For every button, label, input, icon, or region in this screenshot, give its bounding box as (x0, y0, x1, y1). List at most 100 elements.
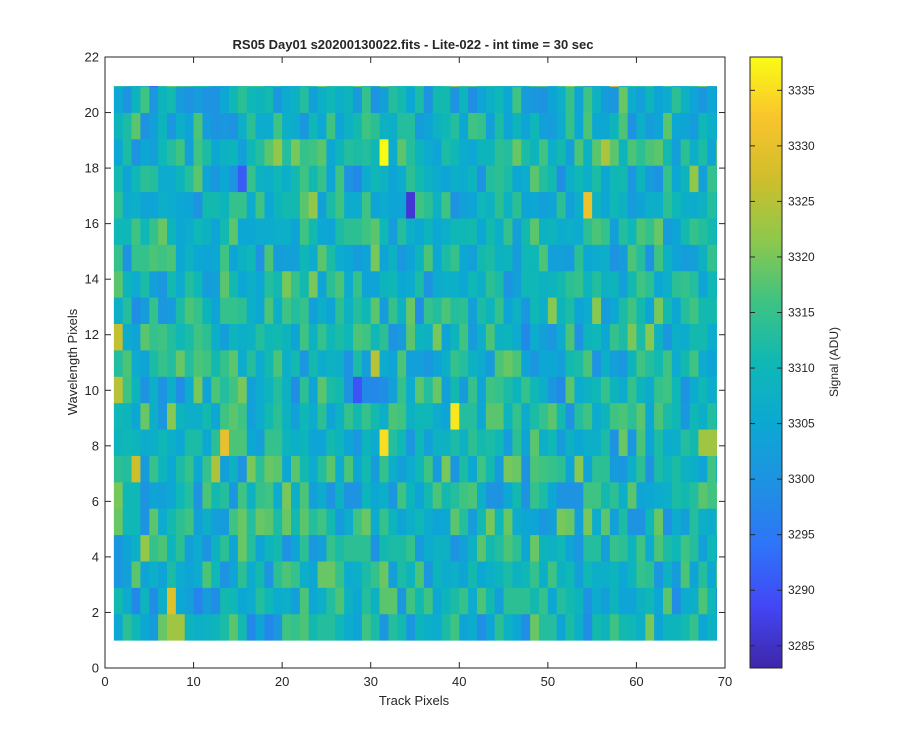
heatmap-cell (388, 86, 398, 113)
heatmap-cell (618, 323, 628, 351)
heatmap-cell (282, 218, 292, 245)
heatmap-cell (379, 561, 389, 588)
heatmap-cell (344, 481, 354, 509)
heatmap-cell (113, 429, 124, 456)
heatmap-cell (282, 86, 292, 113)
heatmap-cell (158, 165, 168, 193)
heatmap-cell (113, 481, 124, 509)
heatmap-cell (220, 191, 230, 219)
heatmap-cell (689, 86, 699, 113)
heatmap-cell (264, 218, 274, 245)
heatmap-cell (521, 613, 531, 641)
heatmap-cell (379, 481, 389, 509)
heatmap-cell (654, 244, 664, 272)
heatmap-cell (220, 86, 230, 88)
heatmap-cell (397, 270, 407, 298)
heatmap-cell (229, 561, 239, 588)
heatmap-cell (663, 455, 673, 483)
heatmap-cell (618, 86, 628, 113)
heatmap-cell (113, 270, 124, 298)
heatmap-cell (406, 244, 416, 272)
heatmap-cell (388, 376, 398, 404)
heatmap-cell (521, 561, 531, 588)
heatmap-cell (255, 297, 265, 325)
heatmap-cell (627, 481, 637, 509)
heatmap-cell (556, 587, 566, 615)
heatmap-cell (521, 455, 531, 483)
heatmap-cell (707, 323, 717, 351)
heatmap-cell (379, 508, 389, 536)
heatmap-cell (503, 481, 513, 509)
heatmap-cell (601, 376, 611, 404)
heatmap-cell (547, 138, 558, 166)
heatmap-cell (175, 86, 186, 113)
heatmap-cell (654, 429, 664, 456)
heatmap-cell (680, 587, 690, 615)
heatmap-cell (477, 350, 487, 377)
heatmap-cell (211, 587, 221, 615)
heatmap-cell (246, 86, 256, 113)
heatmap-cell (370, 86, 380, 113)
heatmap-cell (423, 112, 434, 140)
heatmap-cell (716, 244, 718, 272)
heatmap-cell (379, 587, 389, 615)
heatmap-cell (335, 587, 345, 615)
heatmap-cell (512, 86, 522, 88)
heatmap-cell (122, 165, 132, 193)
heatmap-cell (229, 112, 239, 140)
heatmap-cell (370, 112, 380, 140)
heatmap-cell (255, 402, 265, 430)
heatmap-cell (122, 613, 132, 641)
heatmap-cell (485, 350, 496, 377)
heatmap-cell (131, 481, 141, 509)
heatmap-cell (654, 323, 664, 351)
heatmap-cell (671, 429, 682, 456)
heatmap-cell (530, 191, 540, 219)
heatmap-cell (388, 270, 398, 298)
heatmap-cell (237, 86, 248, 113)
heatmap-cell (698, 613, 708, 641)
heatmap-cell (113, 455, 124, 483)
heatmap-cell (432, 429, 442, 456)
heatmap-cell (131, 112, 141, 140)
heatmap-cell (299, 350, 310, 377)
heatmap-cell (707, 244, 717, 272)
heatmap-cell (698, 350, 708, 377)
heatmap-cell (441, 455, 451, 483)
heatmap-cell (167, 376, 177, 404)
heatmap-cell (220, 587, 230, 615)
heatmap-cell (636, 86, 646, 113)
heatmap-cell (291, 191, 301, 219)
heatmap-cell (663, 165, 673, 193)
heatmap-cell (370, 508, 380, 536)
heatmap-cell (237, 376, 248, 404)
heatmap-cell (406, 297, 416, 325)
heatmap-cell (441, 429, 451, 456)
heatmap-cell (512, 297, 522, 325)
heatmap-cell (335, 508, 345, 536)
x-tick-label: 0 (101, 674, 108, 689)
heatmap-cell (361, 587, 372, 615)
heatmap-cell (547, 587, 558, 615)
heatmap-cell (618, 350, 628, 377)
x-axis-label: Track Pixels (379, 693, 450, 708)
heatmap-cell (556, 297, 566, 325)
heatmap-cell (494, 191, 504, 219)
x-tick-label: 60 (629, 674, 643, 689)
heatmap-cell (645, 218, 655, 245)
heatmap-cell (477, 138, 487, 166)
heatmap-cell (255, 508, 265, 536)
heatmap-cell (299, 86, 310, 88)
heatmap-cell (707, 561, 717, 588)
heatmap-cell (618, 138, 628, 166)
heatmap-cell (131, 270, 141, 298)
heatmap-cell (592, 534, 602, 562)
heatmap-cell (592, 481, 602, 509)
heatmap-cell (273, 455, 283, 483)
heatmap-cell (423, 244, 434, 272)
heatmap-cell (308, 350, 318, 377)
heatmap-cell (671, 534, 682, 562)
heatmap-cell (494, 165, 504, 193)
heatmap-cell (326, 138, 336, 166)
heatmap-cell (539, 86, 549, 113)
